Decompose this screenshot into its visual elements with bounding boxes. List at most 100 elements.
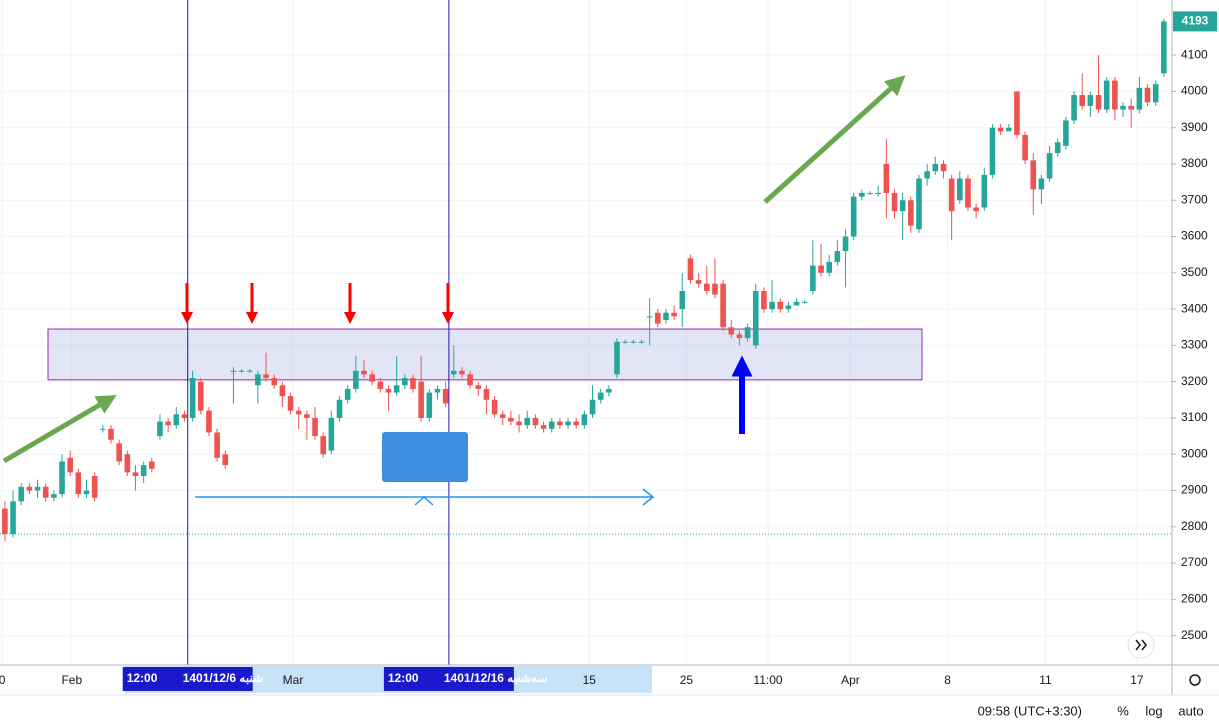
- candle-body: [1005, 127, 1012, 132]
- candle-body: [606, 388, 612, 393]
- candle-body: [344, 388, 351, 400]
- candle-body: [663, 312, 669, 320]
- candle-body: [1071, 95, 1077, 121]
- crosshair-label-box: [383, 667, 514, 691]
- candle-body: [859, 193, 865, 197]
- candle-body: [524, 417, 531, 426]
- x-tick-label: 25: [680, 673, 694, 687]
- candle-body: [361, 370, 367, 375]
- settings-icon[interactable]: [1189, 674, 1201, 686]
- candle-body: [181, 414, 188, 418]
- candle-body: [1038, 178, 1045, 190]
- y-tick-label: 4000: [1181, 84, 1208, 98]
- candle-body: [638, 341, 645, 343]
- candle-body: [736, 334, 743, 339]
- last-price-label: 4193: [1182, 14, 1209, 28]
- candle-body: [304, 414, 310, 418]
- y-tick-label: 2900: [1181, 483, 1208, 497]
- y-tick-label: 3000: [1181, 446, 1208, 460]
- candle-body: [214, 432, 220, 458]
- y-tick-label: 2600: [1181, 592, 1208, 606]
- crosshair-time: 12:00: [127, 671, 158, 685]
- y-tick-label: 3400: [1181, 301, 1208, 315]
- candle-body: [1095, 95, 1102, 110]
- candle-body: [1046, 153, 1053, 179]
- candle-body: [67, 457, 73, 473]
- candle-body: [42, 486, 49, 498]
- candle-body: [695, 280, 702, 284]
- candle-body: [18, 486, 25, 502]
- x-tick-label: Feb: [61, 673, 82, 687]
- candle-body: [34, 486, 41, 491]
- y-tick-label: 3700: [1181, 192, 1208, 206]
- candle-body: [875, 193, 881, 195]
- candle-body: [883, 163, 890, 194]
- candle-body: [312, 417, 318, 437]
- candle-body: [434, 388, 441, 393]
- candle-body: [238, 370, 245, 372]
- candle-body: [410, 378, 416, 389]
- candle-body: [26, 486, 33, 491]
- candle-body: [899, 200, 906, 212]
- candle-body: [630, 341, 637, 343]
- candle-body: [589, 399, 596, 415]
- candle-body: [655, 312, 661, 324]
- candle-body: [189, 378, 196, 418]
- y-tick-label: 3100: [1181, 410, 1208, 424]
- x-tick-label: 17: [1130, 673, 1144, 687]
- candle-body: [956, 178, 963, 201]
- candle-body: [263, 374, 269, 379]
- candle-body: [116, 443, 122, 462]
- crosshair-time: 12:00: [388, 671, 419, 685]
- scroll-button[interactable]: [1127, 631, 1155, 659]
- x-tick-label: 0: [0, 673, 6, 687]
- candle-body: [932, 163, 939, 172]
- candle-body: [1136, 87, 1143, 110]
- green-arrow: [763, 75, 906, 204]
- candle-body: [499, 414, 506, 418]
- candle-body: [581, 414, 588, 426]
- candle-body: [271, 378, 278, 386]
- candle-body: [948, 178, 955, 212]
- last-price-box: [1173, 11, 1217, 32]
- candle-body: [769, 301, 775, 310]
- toolbar-button[interactable]: log: [1145, 703, 1162, 718]
- candle-body: [761, 290, 767, 310]
- candle-body: [483, 388, 490, 400]
- x-tick-label: 11:00: [753, 673, 782, 687]
- candle-body: [10, 501, 16, 535]
- candle-body: [965, 178, 971, 208]
- candle-body: [744, 327, 751, 339]
- x-tick-label: 8: [944, 673, 951, 687]
- candle-body: [222, 454, 229, 466]
- candle-body: [442, 388, 449, 404]
- x-tick-label: 11: [1039, 673, 1052, 687]
- candle-body: [393, 385, 400, 393]
- candle-body: [402, 378, 408, 386]
- candle-body: [51, 494, 57, 498]
- candle-body: [867, 193, 873, 195]
- candle-body: [173, 414, 180, 426]
- candle-body: [989, 127, 996, 175]
- candle-body: [793, 301, 800, 306]
- y-tick-label: 3600: [1181, 229, 1208, 243]
- toolbar-button[interactable]: auto: [1178, 703, 1203, 718]
- candle-body: [1103, 80, 1110, 110]
- candle-body: [108, 428, 114, 440]
- candle-body: [728, 327, 735, 335]
- candle-body: [810, 265, 816, 291]
- candle-body: [916, 178, 922, 230]
- candle-body: [532, 417, 539, 426]
- scroll-icon: [1135, 639, 1147, 651]
- candle-body: [908, 200, 914, 226]
- candle-body: [671, 312, 677, 317]
- candle-body: [418, 381, 424, 418]
- candle-body: [1120, 105, 1126, 110]
- candle-body: [165, 421, 171, 426]
- candle-body: [459, 370, 465, 375]
- candle-body: [785, 305, 792, 310]
- toolbar-button[interactable]: %: [1117, 703, 1129, 718]
- drawings: [2, 75, 906, 506]
- candle-body: [336, 399, 343, 418]
- candle-body: [516, 421, 522, 426]
